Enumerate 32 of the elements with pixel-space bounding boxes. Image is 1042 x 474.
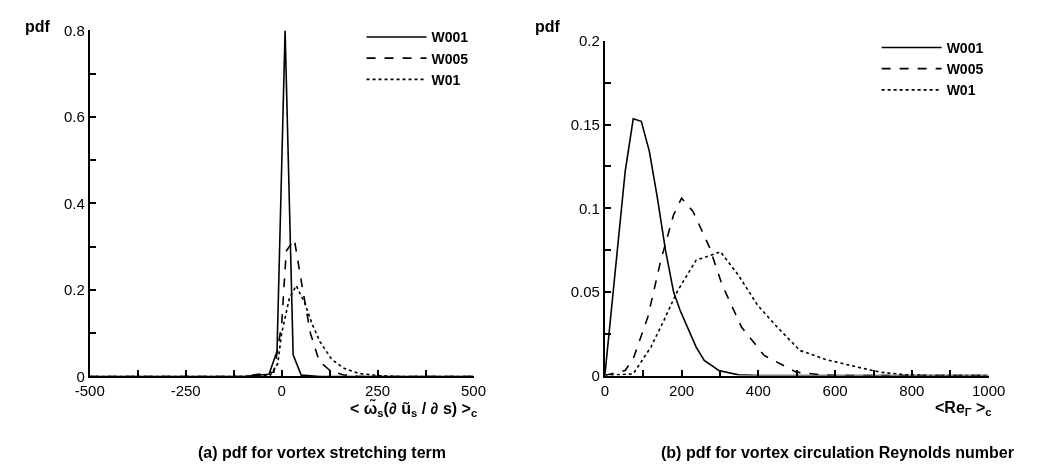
y-tick-label: 0.6 <box>63 108 85 126</box>
text: (b) pdf for vortex circulation Reynolds number <box>661 444 1014 461</box>
y-tick-label: 0 <box>591 366 600 384</box>
x-tick-label: 1000 <box>971 381 1006 399</box>
x-tick-label: 400 <box>745 381 771 399</box>
x-tick-label: -250 <box>170 382 201 400</box>
x-tick-label: 600 <box>822 381 848 399</box>
x-tick-label: -500 <box>74 382 105 400</box>
text: (a) pdf for vortex stretching term <box>198 444 447 461</box>
legend-label: W001 <box>431 29 469 46</box>
legend-label: W01 <box>431 71 461 88</box>
y-tick-label: 0 <box>76 367 85 385</box>
x-tick-label: 500 <box>461 382 487 400</box>
y-axis-title: pdf <box>535 18 561 35</box>
x-axis-title: < ω̃$_{s}$(∂ ũ$_{s}$ / ∂ s) >$_{c}$ <box>350 398 478 420</box>
y-tick-label: 0.2 <box>578 32 600 50</box>
y-tick-label: 0.2 <box>63 281 85 299</box>
y-tick-label: 0.1 <box>578 199 600 217</box>
y-tick-label: 0.05 <box>570 283 600 301</box>
x-tick-label: 800 <box>899 381 925 399</box>
legend-label: W005 <box>946 61 984 78</box>
y-tick-label: 0.15 <box>570 115 600 133</box>
x-axis-title: <Re$_{Γ}$ >$_{c}$ <box>935 399 992 419</box>
y-tick-label: 0.4 <box>63 194 85 212</box>
x-tick-label: 250 <box>365 382 391 400</box>
y-tick-label: 0.8 <box>63 21 85 39</box>
legend-label: W01 <box>946 82 976 99</box>
y-axis-title: pdf <box>25 18 51 35</box>
legend-label: W001 <box>946 39 984 56</box>
legend-label: W005 <box>431 50 469 67</box>
x-tick-label: 200 <box>669 381 695 399</box>
x-tick-label: 0 <box>277 382 286 400</box>
